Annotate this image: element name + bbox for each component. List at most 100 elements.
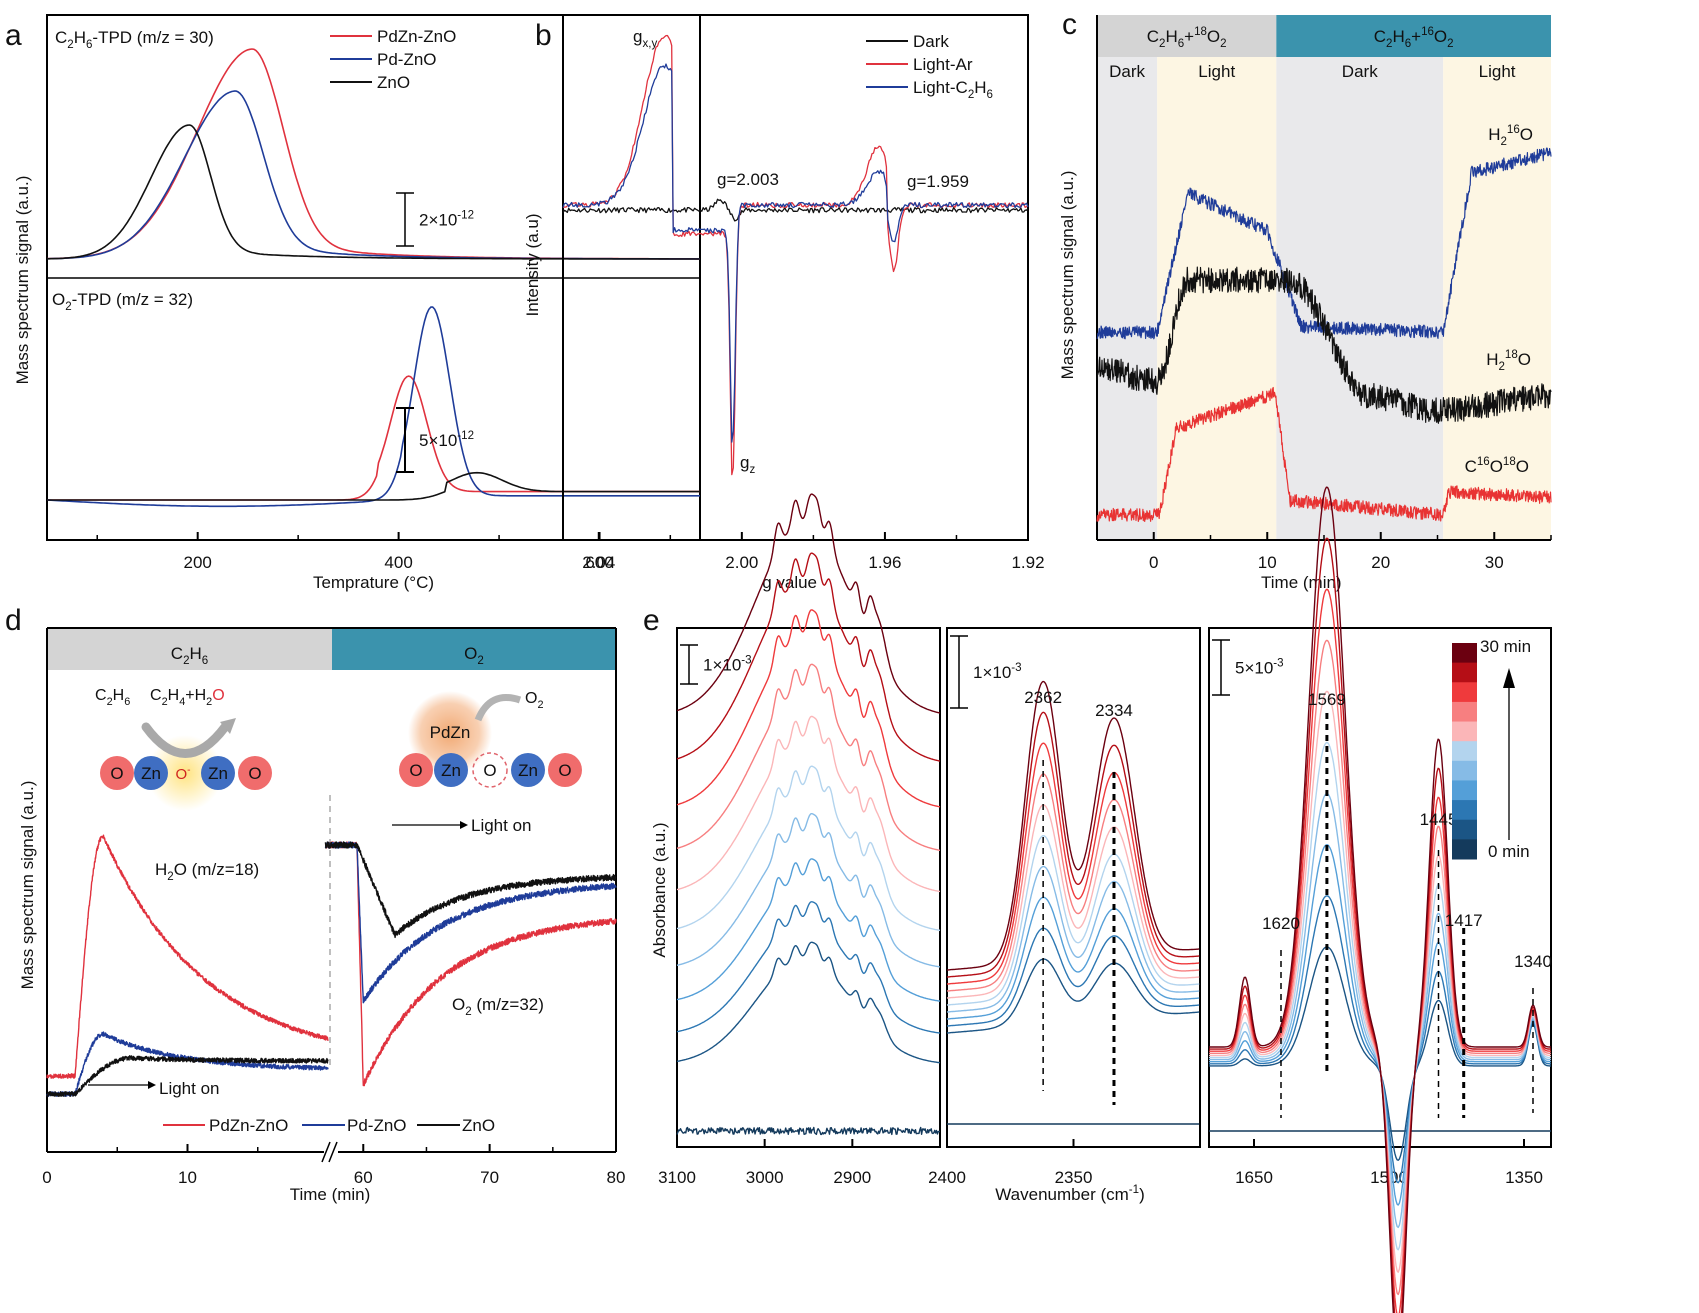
colorbar-swatch (1452, 800, 1477, 821)
text-part: H (113, 687, 125, 704)
text-part: + (1184, 27, 1194, 46)
text-part: O (1207, 27, 1220, 46)
x-axis-label-a: Temprature (°C) (313, 573, 434, 592)
colorbar-swatch (1452, 721, 1477, 742)
text-part: 2 (183, 655, 189, 667)
text-part: 16 (1421, 26, 1434, 38)
spectrum-e-1-t2 (946, 927, 1200, 1027)
x-tick-label-e: 2350 (1055, 1168, 1093, 1187)
y-axis-label-c: Mass spectrum signal (a.u.) (1058, 171, 1077, 380)
gas-band-label-1: C2H6+16O2 (1374, 26, 1454, 50)
spectrum-e-0-t6 (676, 715, 941, 893)
text-part: C (1465, 457, 1477, 476)
text-part: - (187, 765, 190, 776)
atom-label-zn: Zn (208, 764, 228, 783)
spectrum-e-0-t10 (676, 493, 941, 714)
spectrum-e-0-t0 (676, 1126, 940, 1136)
legend-label-b-dark: Dark (913, 32, 949, 51)
text-part: 16 (1477, 456, 1490, 468)
spectrum-e-1-t4 (946, 865, 1200, 1013)
text-part: 5×10 (1235, 659, 1273, 678)
text-part: 18 (1194, 26, 1207, 38)
subplot-title-c2h6-tpd: C2H6-TPD (m/z = 30) (55, 28, 214, 51)
text-part: O (212, 687, 224, 704)
text-part: O (52, 290, 65, 309)
gas-band-label-c2h6: C2H6 (171, 644, 208, 667)
peak-label-1340: 1340 (1514, 952, 1552, 971)
phase-label-dark-2: Dark (1342, 62, 1378, 81)
arrowhead-icon (460, 821, 468, 829)
x-tick-label-d: 60 (354, 1168, 373, 1187)
schematic-gas-o2: O2 (525, 690, 544, 711)
series-c-h218o (1096, 266, 1552, 424)
text-part: H (1488, 125, 1500, 144)
spectrum-e-0-t1 (676, 941, 941, 1064)
spectrum-e-1-t1 (946, 958, 1200, 1034)
text-part: g (740, 453, 749, 472)
text-part: H (974, 78, 986, 97)
x-tick-label-c: 10 (1258, 553, 1277, 572)
panel-label-b: b (535, 19, 552, 52)
x-tick-label-e: 1650 (1235, 1168, 1273, 1187)
gas-band-1 (1276, 15, 1551, 57)
text-part: 5×10 (419, 431, 457, 450)
x-tick-label-e: 2400 (928, 1168, 966, 1187)
text-part: H (190, 644, 202, 663)
text-part: -3 (1273, 658, 1283, 670)
atom-label-o: O (248, 764, 261, 783)
text-part: 2 (537, 699, 543, 711)
phase-band-dark (1097, 57, 1158, 540)
spectrum-e-2-t10 (1209, 486, 1551, 1313)
x-tick-label-d: 0 (42, 1168, 51, 1187)
text-part: 2 (477, 655, 483, 667)
annotation-h2o: H2O (m/z=18) (155, 860, 259, 883)
legend-label-a-pdzn-zno: PdZn-ZnO (377, 27, 456, 46)
series-d-left-pd-zno (46, 1031, 329, 1097)
axis-break-mark (321, 1141, 331, 1163)
peak-label-1445: 1445 (1420, 810, 1458, 829)
atom-zn (434, 753, 468, 787)
series-c-c16o18o (1096, 386, 1552, 522)
text-part: 2 (1159, 38, 1165, 50)
y-axis-label-e: Absorbance (a.u.) (650, 822, 669, 957)
subplot-title-o2-tpd: O2-TPD (m/z = 32) (52, 290, 193, 313)
gas-band-c2h6 (47, 628, 332, 670)
x-tick-label-d: 80 (607, 1168, 626, 1187)
series-d-right-pdzn-zno (324, 841, 617, 1087)
scale-bar-e-0-label: 1×10-3 (703, 655, 752, 675)
colorbar-swatch (1452, 819, 1477, 840)
text-part: O (1516, 457, 1529, 476)
x-tick-label-d: 10 (178, 1168, 197, 1187)
colorbar-swatch (1452, 701, 1477, 723)
scale-bar-e-1-label: 1×10-3 (973, 662, 1022, 682)
annotation-o2: O2 (m/z=32) (452, 995, 544, 1018)
spectrum-e-1-t9 (946, 711, 1200, 978)
text-part: 2 (67, 39, 73, 51)
x-tick-label-e: 3100 (658, 1168, 696, 1187)
spectrum-e-2-t7 (1209, 639, 1551, 1296)
peak-label-1569: 1569 (1308, 690, 1346, 709)
atom-o (100, 756, 134, 790)
x-axis-label-d: Time (min) (290, 1185, 371, 1204)
atom-zn (511, 753, 545, 787)
text-part: 2 (65, 301, 71, 313)
atom-label-o: O (558, 761, 571, 780)
annotation-g2003: g=2.003 (717, 170, 779, 189)
phase-label-light-3: Light (1479, 62, 1516, 81)
text-part: -TPD (m/z = 32) (72, 290, 193, 309)
peak-label-1417: 1417 (1445, 911, 1483, 930)
series-d-right-zno (324, 841, 617, 939)
text-part: O (1434, 27, 1447, 46)
spectrum-e-0-t2 (676, 901, 941, 1034)
series-b-dark (562, 198, 1029, 222)
spectrum-e-1-t6 (946, 804, 1200, 999)
atom-zn (201, 756, 235, 790)
x-tick-label-e: 1350 (1505, 1168, 1543, 1187)
arrowhead-icon (148, 1081, 156, 1089)
spectrum-e-0-t3 (676, 858, 941, 1002)
text-part: -TPD (m/z = 30) (92, 28, 213, 47)
text-part: H (1165, 27, 1177, 46)
spectrum-e-0-t5 (676, 765, 941, 932)
text-part: O (464, 644, 477, 663)
atom-label-vacancy: O (483, 761, 496, 780)
